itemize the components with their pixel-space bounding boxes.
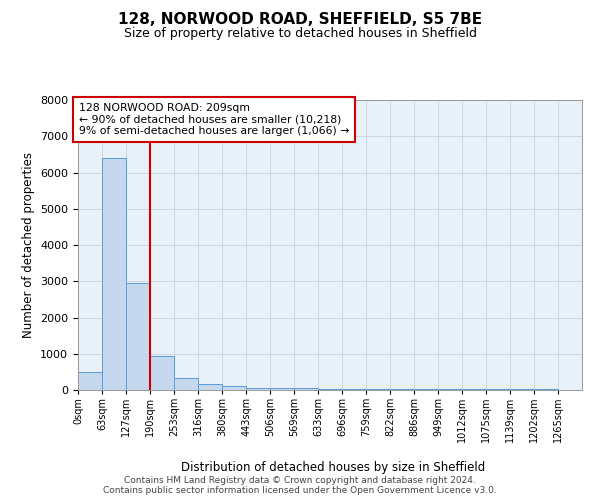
Bar <box>294 388 318 390</box>
Bar <box>534 389 558 390</box>
Bar <box>414 389 438 390</box>
Bar <box>486 389 510 390</box>
Bar <box>246 388 270 390</box>
Bar <box>126 283 150 390</box>
Bar <box>462 389 486 390</box>
Text: Contains HM Land Registry data © Crown copyright and database right 2024.
Contai: Contains HM Land Registry data © Crown c… <box>103 476 497 495</box>
Text: Size of property relative to detached houses in Sheffield: Size of property relative to detached ho… <box>124 28 476 40</box>
Bar <box>174 378 198 390</box>
Text: 128, NORWOOD ROAD, SHEFFIELD, S5 7BE: 128, NORWOOD ROAD, SHEFFIELD, S5 7BE <box>118 12 482 28</box>
Bar <box>366 389 390 390</box>
Bar <box>198 384 222 390</box>
Text: 128 NORWOOD ROAD: 209sqm
← 90% of detached houses are smaller (10,218)
9% of sem: 128 NORWOOD ROAD: 209sqm ← 90% of detach… <box>79 103 349 136</box>
Bar <box>78 372 102 390</box>
Bar <box>102 158 126 390</box>
Bar <box>342 389 366 390</box>
Y-axis label: Number of detached properties: Number of detached properties <box>22 152 35 338</box>
Bar <box>390 389 414 390</box>
Bar <box>318 389 342 390</box>
Bar <box>270 388 294 390</box>
Bar <box>438 389 462 390</box>
Bar <box>510 389 534 390</box>
Text: Distribution of detached houses by size in Sheffield: Distribution of detached houses by size … <box>181 461 485 474</box>
Bar <box>222 386 246 390</box>
Bar <box>150 356 174 390</box>
